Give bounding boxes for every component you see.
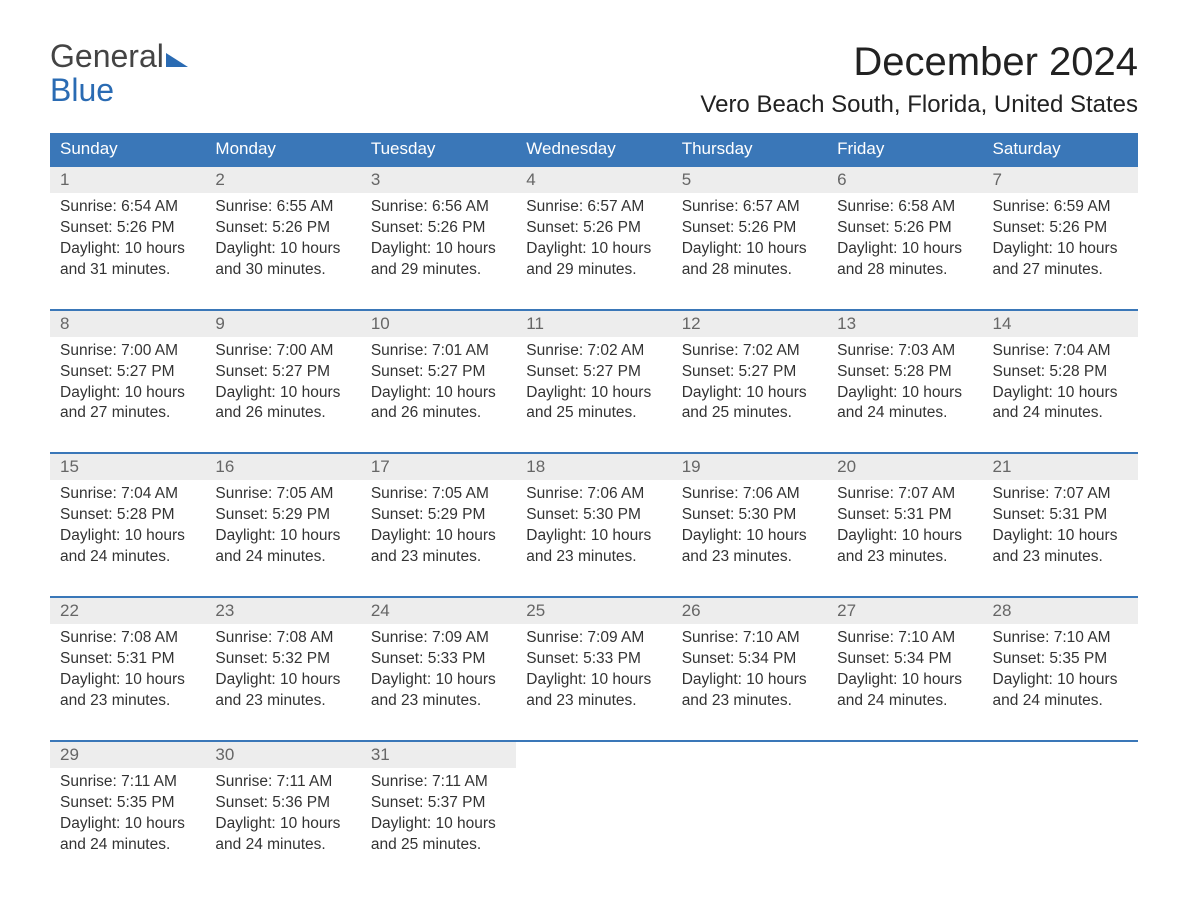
day-number [672, 742, 827, 768]
day-number: 5 [672, 167, 827, 193]
day-number [516, 742, 671, 768]
day-detail: Sunrise: 7:10 AMSunset: 5:34 PMDaylight:… [827, 624, 982, 741]
day-number: 26 [672, 598, 827, 624]
day-number: 8 [50, 311, 205, 337]
day-number: 15 [50, 454, 205, 480]
day-detail: Sunrise: 7:02 AMSunset: 5:27 PMDaylight:… [516, 337, 671, 454]
dow-header: Thursday [672, 133, 827, 166]
day-detail [827, 768, 982, 884]
location: Vero Beach South, Florida, United States [700, 91, 1138, 119]
day-number: 22 [50, 598, 205, 624]
day-detail: Sunrise: 6:58 AMSunset: 5:26 PMDaylight:… [827, 193, 982, 310]
day-detail: Sunrise: 7:11 AMSunset: 5:35 PMDaylight:… [50, 768, 205, 884]
day-detail: Sunrise: 7:11 AMSunset: 5:37 PMDaylight:… [361, 768, 516, 884]
detail-row: Sunrise: 7:04 AMSunset: 5:28 PMDaylight:… [50, 480, 1138, 597]
day-detail: Sunrise: 7:05 AMSunset: 5:29 PMDaylight:… [361, 480, 516, 597]
dow-header: Sunday [50, 133, 205, 166]
day-detail: Sunrise: 6:54 AMSunset: 5:26 PMDaylight:… [50, 193, 205, 310]
day-detail: Sunrise: 7:02 AMSunset: 5:27 PMDaylight:… [672, 337, 827, 454]
dow-header: Monday [205, 133, 360, 166]
day-detail: Sunrise: 7:05 AMSunset: 5:29 PMDaylight:… [205, 480, 360, 597]
daynum-row: 891011121314 [50, 311, 1138, 337]
day-number: 16 [205, 454, 360, 480]
day-detail: Sunrise: 7:06 AMSunset: 5:30 PMDaylight:… [516, 480, 671, 597]
day-number: 27 [827, 598, 982, 624]
dow-row: SundayMondayTuesdayWednesdayThursdayFrid… [50, 133, 1138, 166]
flag-icon [166, 53, 188, 67]
page-header: General Blue December 2024 Vero Beach So… [50, 40, 1138, 119]
day-number: 14 [983, 311, 1138, 337]
title-block: December 2024 Vero Beach South, Florida,… [700, 40, 1138, 119]
day-detail: Sunrise: 6:59 AMSunset: 5:26 PMDaylight:… [983, 193, 1138, 310]
daynum-row: 15161718192021 [50, 454, 1138, 480]
day-number: 31 [361, 742, 516, 768]
day-detail: Sunrise: 7:06 AMSunset: 5:30 PMDaylight:… [672, 480, 827, 597]
day-detail: Sunrise: 7:10 AMSunset: 5:35 PMDaylight:… [983, 624, 1138, 741]
day-number: 21 [983, 454, 1138, 480]
day-detail: Sunrise: 7:00 AMSunset: 5:27 PMDaylight:… [205, 337, 360, 454]
day-detail: Sunrise: 7:03 AMSunset: 5:28 PMDaylight:… [827, 337, 982, 454]
day-number: 28 [983, 598, 1138, 624]
day-detail: Sunrise: 6:57 AMSunset: 5:26 PMDaylight:… [516, 193, 671, 310]
day-number: 19 [672, 454, 827, 480]
brand-line2: Blue [50, 72, 114, 108]
day-number: 24 [361, 598, 516, 624]
day-detail: Sunrise: 7:04 AMSunset: 5:28 PMDaylight:… [50, 480, 205, 597]
day-number: 2 [205, 167, 360, 193]
day-detail: Sunrise: 6:55 AMSunset: 5:26 PMDaylight:… [205, 193, 360, 310]
day-detail [516, 768, 671, 884]
day-detail [983, 768, 1138, 884]
day-detail: Sunrise: 6:56 AMSunset: 5:26 PMDaylight:… [361, 193, 516, 310]
day-number: 29 [50, 742, 205, 768]
day-number: 13 [827, 311, 982, 337]
detail-row: Sunrise: 7:08 AMSunset: 5:31 PMDaylight:… [50, 624, 1138, 741]
day-detail: Sunrise: 6:57 AMSunset: 5:26 PMDaylight:… [672, 193, 827, 310]
daynum-row: 1234567 [50, 167, 1138, 193]
day-number: 7 [983, 167, 1138, 193]
detail-row: Sunrise: 6:54 AMSunset: 5:26 PMDaylight:… [50, 193, 1138, 310]
day-number: 17 [361, 454, 516, 480]
day-number: 4 [516, 167, 671, 193]
calendar-table: SundayMondayTuesdayWednesdayThursdayFrid… [50, 133, 1138, 883]
day-detail: Sunrise: 7:08 AMSunset: 5:32 PMDaylight:… [205, 624, 360, 741]
day-number: 3 [361, 167, 516, 193]
day-detail: Sunrise: 7:04 AMSunset: 5:28 PMDaylight:… [983, 337, 1138, 454]
day-number: 11 [516, 311, 671, 337]
day-detail: Sunrise: 7:00 AMSunset: 5:27 PMDaylight:… [50, 337, 205, 454]
day-number: 9 [205, 311, 360, 337]
day-number: 12 [672, 311, 827, 337]
day-number: 30 [205, 742, 360, 768]
day-number: 1 [50, 167, 205, 193]
dow-header: Saturday [983, 133, 1138, 166]
day-detail: Sunrise: 7:07 AMSunset: 5:31 PMDaylight:… [827, 480, 982, 597]
day-detail: Sunrise: 7:10 AMSunset: 5:34 PMDaylight:… [672, 624, 827, 741]
day-number: 6 [827, 167, 982, 193]
dow-header: Friday [827, 133, 982, 166]
dow-header: Wednesday [516, 133, 671, 166]
day-number [983, 742, 1138, 768]
day-detail: Sunrise: 7:09 AMSunset: 5:33 PMDaylight:… [516, 624, 671, 741]
brand-line1: General [50, 38, 164, 74]
dow-header: Tuesday [361, 133, 516, 166]
detail-row: Sunrise: 7:11 AMSunset: 5:35 PMDaylight:… [50, 768, 1138, 884]
day-number: 20 [827, 454, 982, 480]
day-detail [672, 768, 827, 884]
day-number: 25 [516, 598, 671, 624]
day-detail: Sunrise: 7:07 AMSunset: 5:31 PMDaylight:… [983, 480, 1138, 597]
month-title: December 2024 [700, 40, 1138, 85]
day-detail: Sunrise: 7:01 AMSunset: 5:27 PMDaylight:… [361, 337, 516, 454]
day-detail: Sunrise: 7:09 AMSunset: 5:33 PMDaylight:… [361, 624, 516, 741]
detail-row: Sunrise: 7:00 AMSunset: 5:27 PMDaylight:… [50, 337, 1138, 454]
daynum-row: 293031 [50, 742, 1138, 768]
day-detail: Sunrise: 7:11 AMSunset: 5:36 PMDaylight:… [205, 768, 360, 884]
day-number: 23 [205, 598, 360, 624]
day-number: 10 [361, 311, 516, 337]
brand-logo: General Blue [50, 40, 188, 107]
day-number: 18 [516, 454, 671, 480]
day-number [827, 742, 982, 768]
day-detail: Sunrise: 7:08 AMSunset: 5:31 PMDaylight:… [50, 624, 205, 741]
daynum-row: 22232425262728 [50, 598, 1138, 624]
